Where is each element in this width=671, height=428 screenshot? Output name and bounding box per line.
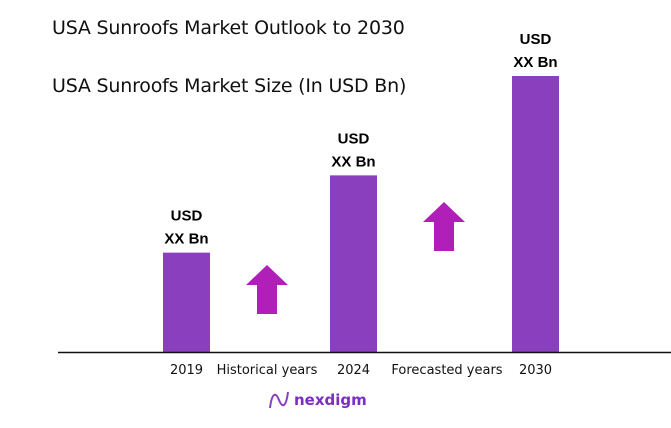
- logo-text: nexdigm: [294, 391, 367, 409]
- data-label: USD: [338, 130, 370, 147]
- bar-2019: [163, 252, 210, 352]
- chart-subtitle: USA Sunroofs Market Size (In USD Bn): [52, 75, 407, 97]
- period-label: Historical years: [217, 363, 318, 378]
- bar-2024: [330, 175, 377, 352]
- data-label: XX Bn: [513, 54, 557, 71]
- period-label: Forecasted years: [391, 363, 502, 378]
- nexdigm-logo: nexdigm: [268, 390, 367, 410]
- data-label: XX Bn: [164, 231, 208, 248]
- data-label: USD: [520, 31, 552, 48]
- logo-icon: [269, 391, 289, 409]
- x-tick-label: 2019: [170, 363, 203, 378]
- data-label: USD: [171, 208, 203, 225]
- x-tick-label: 2030: [519, 363, 552, 378]
- x-tick-label: 2024: [337, 363, 370, 378]
- bar-2030: [512, 76, 559, 352]
- chart-title: USA Sunroofs Market Outlook to 2030: [52, 17, 405, 39]
- growth-arrow-icon: [423, 202, 465, 251]
- data-label: XX Bn: [331, 153, 375, 170]
- growth-arrow-icon: [246, 265, 288, 314]
